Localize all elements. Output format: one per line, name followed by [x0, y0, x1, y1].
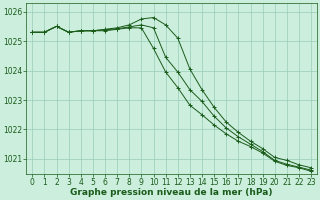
X-axis label: Graphe pression niveau de la mer (hPa): Graphe pression niveau de la mer (hPa): [70, 188, 273, 197]
